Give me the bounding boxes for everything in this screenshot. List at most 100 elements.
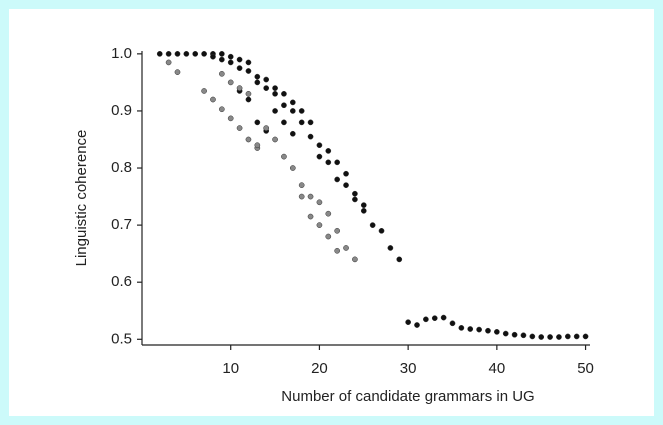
point [210,96,216,103]
y-tick-label: 0.8 [111,159,132,176]
point [334,227,341,234]
point [218,70,225,77]
point [272,136,278,143]
point [502,330,509,337]
point [298,108,305,114]
point [289,108,296,114]
point [156,51,163,57]
point [494,329,500,335]
point [423,316,429,323]
point [449,320,456,327]
point [467,326,474,332]
point [520,332,527,339]
point [325,210,332,217]
point [174,69,181,75]
panel [9,9,654,416]
y-tick-label: 0.5 [111,330,132,347]
point [218,106,225,113]
point [352,190,358,197]
point [272,85,278,91]
point [227,79,234,86]
point [272,108,278,114]
point [201,88,207,94]
point [325,233,332,240]
point [263,125,270,131]
x-tick-label: 50 [577,360,594,377]
point [334,159,341,166]
point [192,51,199,57]
point [360,207,367,214]
point [307,213,314,220]
point [227,53,234,60]
point [396,256,403,263]
point [485,327,491,334]
point [263,76,270,83]
y-tick-label: 1.0 [111,45,132,62]
point [218,56,225,63]
point [218,51,225,57]
point [352,196,358,203]
point [245,136,252,143]
point [201,51,207,57]
point [289,99,296,106]
point [245,90,252,97]
point [254,73,261,80]
point [476,326,482,333]
y-tick-label: 0.6 [111,273,132,290]
point [325,148,332,154]
x-tick-label: 30 [400,360,417,377]
point [547,334,553,340]
point [564,333,571,340]
point [307,193,314,200]
point [511,331,518,338]
point [352,256,358,263]
x-tick-label: 10 [222,360,239,377]
point [236,65,243,71]
point [210,53,216,60]
point [236,85,243,91]
point [538,334,545,340]
point [165,59,172,66]
point [245,68,252,74]
point [254,119,261,126]
point [325,159,332,166]
point [334,176,341,183]
point [289,165,296,171]
point [316,142,323,149]
x-axis-label: Number of candidate grammars in UG [281,388,534,405]
point [165,51,172,57]
point [245,96,252,103]
point [281,153,287,160]
point [387,245,394,251]
point [414,322,420,328]
point [281,119,287,126]
point [343,182,349,189]
point [272,90,278,97]
point [458,325,465,331]
point [307,119,314,126]
y-tick-label: 0.9 [111,102,132,119]
point [440,314,447,321]
point [369,222,376,228]
point [573,333,580,340]
point [281,90,287,97]
point [174,51,181,57]
point [343,245,349,251]
point [343,170,349,177]
point [183,51,190,57]
point [298,193,305,200]
point [316,222,323,228]
point [582,333,589,340]
point [236,56,243,63]
y-tick-label: 0.7 [111,216,132,233]
y-axis-label: Linguistic coherence [73,130,90,267]
point [227,115,234,122]
point [556,334,562,340]
point [360,202,367,208]
point [236,125,243,131]
x-tick-label: 40 [489,360,506,377]
point [378,227,385,234]
point [227,59,234,66]
